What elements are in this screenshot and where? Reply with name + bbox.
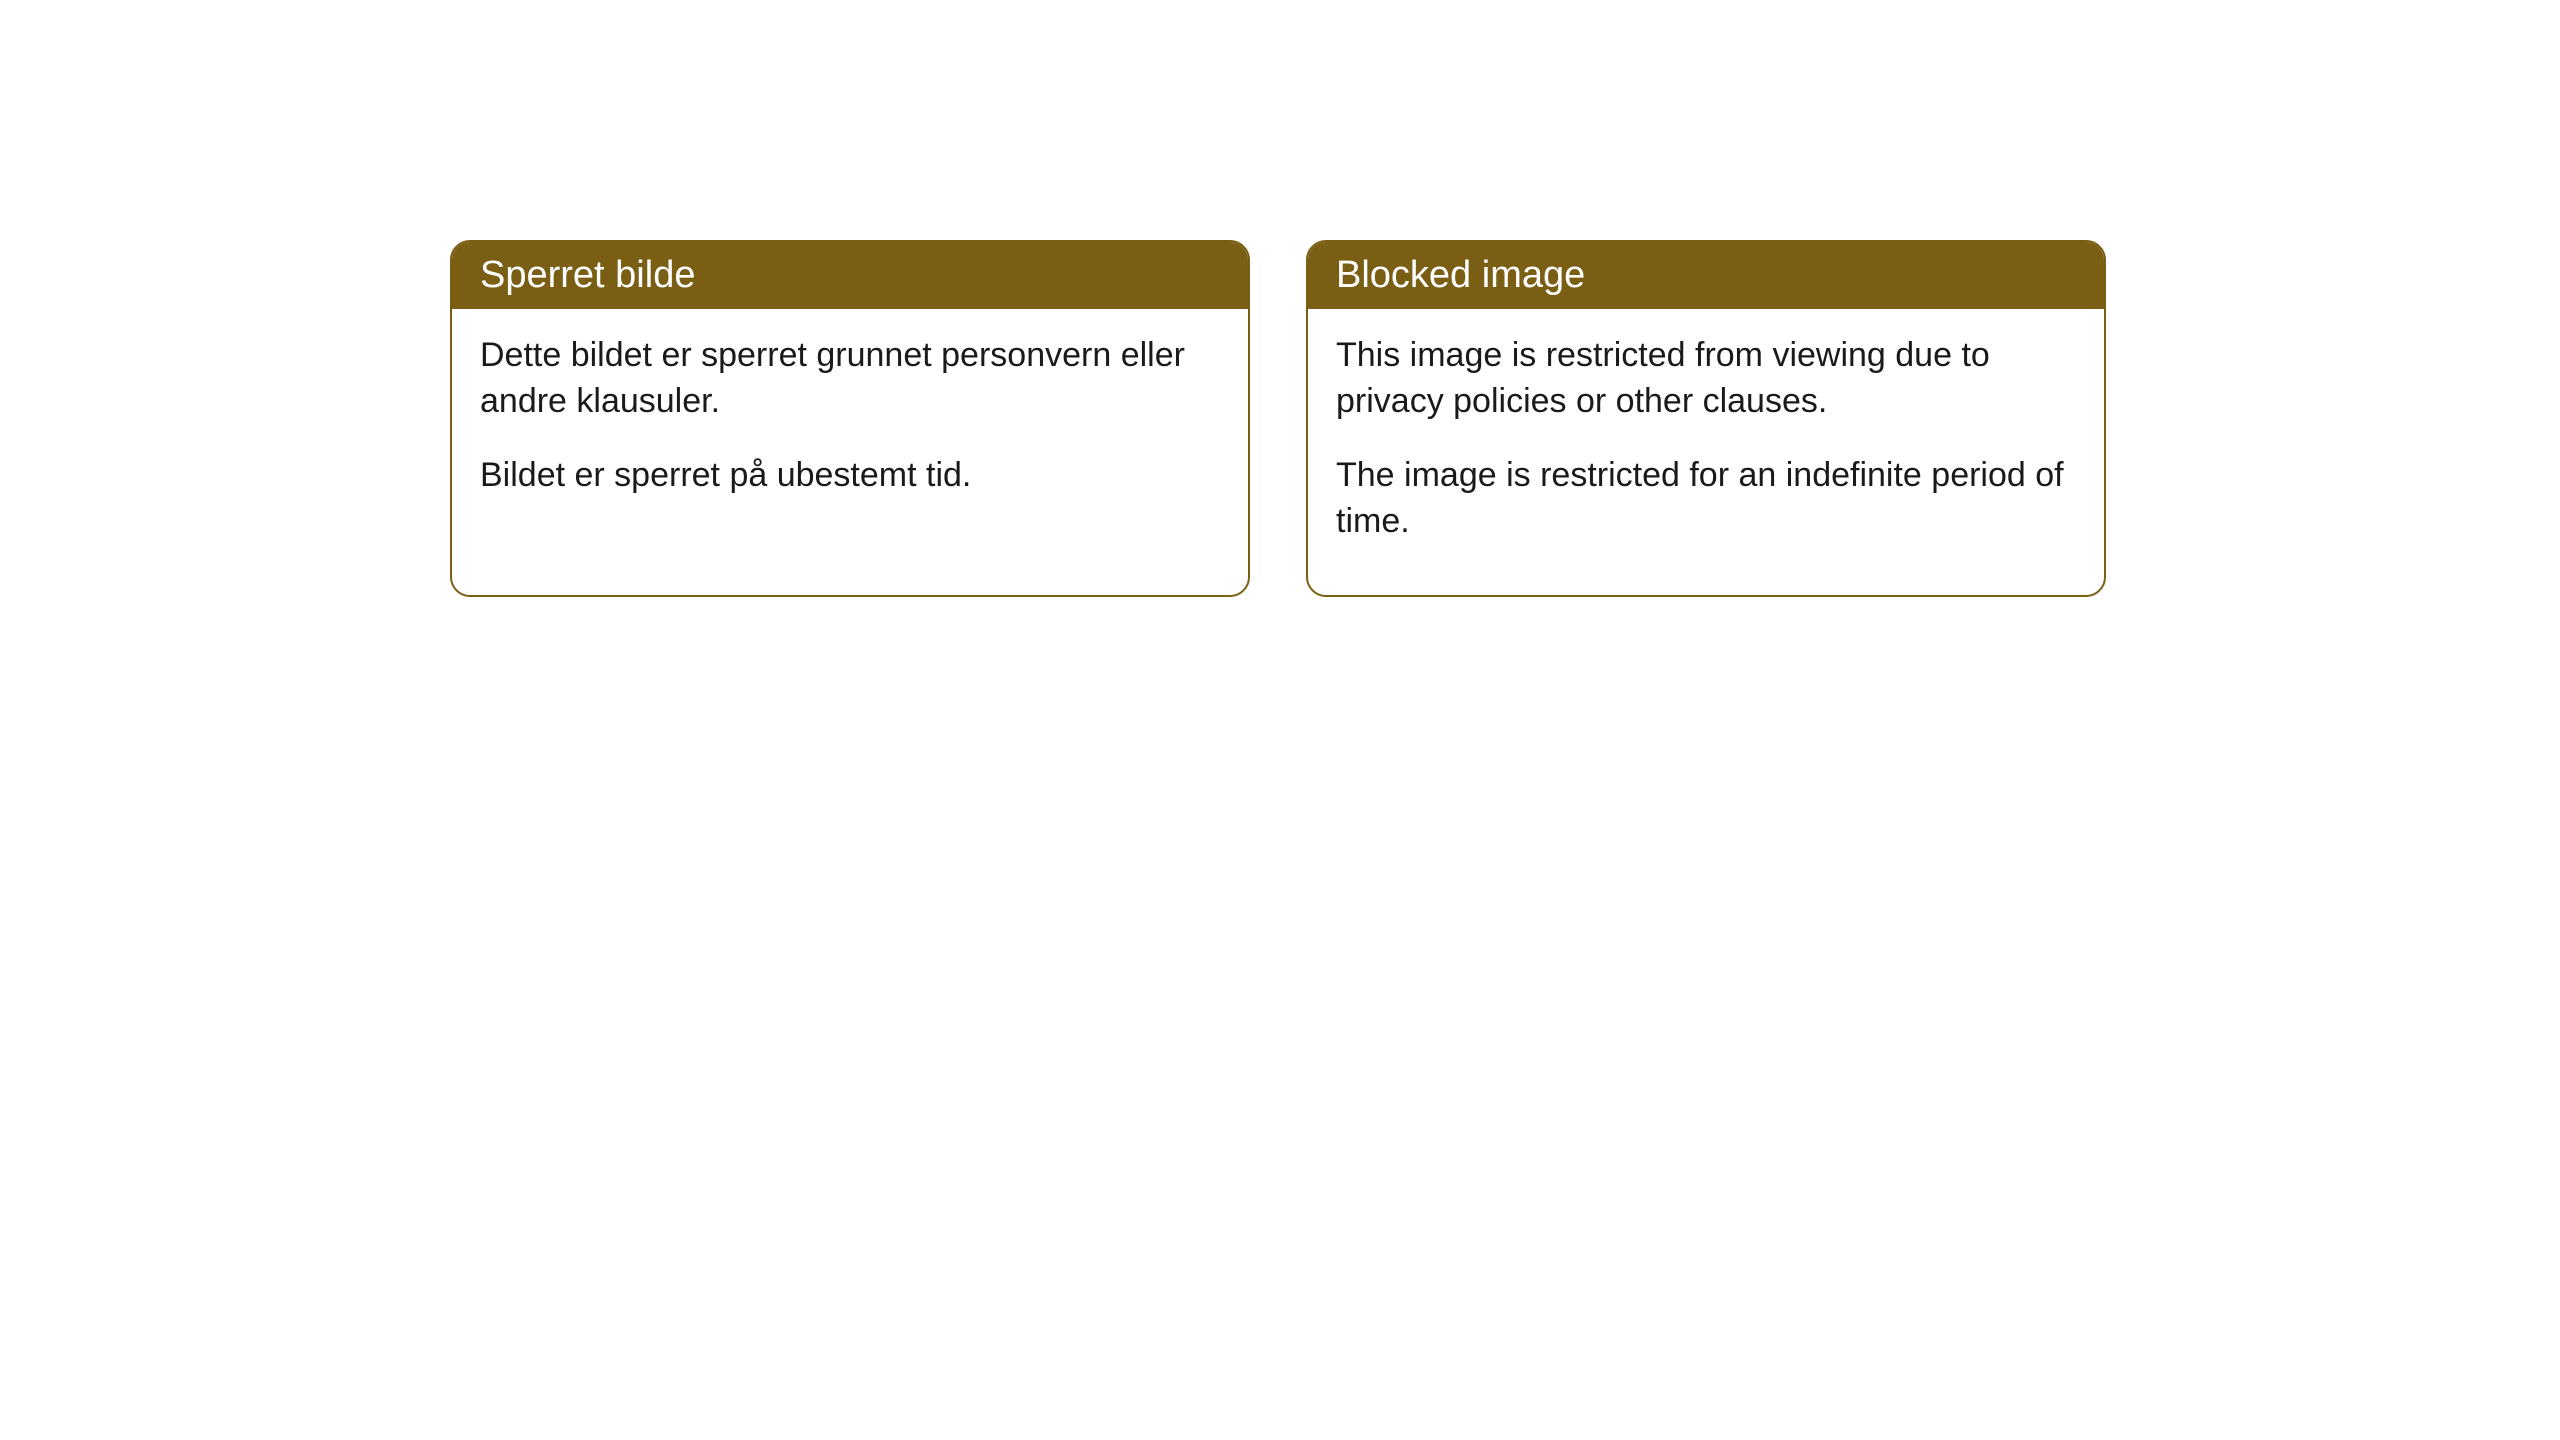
notice-card-english: Blocked image This image is restricted f…	[1306, 240, 2106, 597]
notice-text-reason: Dette bildet er sperret grunnet personve…	[480, 333, 1220, 425]
notice-text-reason: This image is restricted from viewing du…	[1336, 333, 2076, 425]
card-body: Dette bildet er sperret grunnet personve…	[452, 309, 1248, 549]
notice-text-duration: The image is restricted for an indefinit…	[1336, 453, 2076, 545]
card-body: This image is restricted from viewing du…	[1308, 309, 2104, 595]
notice-container: Sperret bilde Dette bildet er sperret gr…	[0, 0, 2560, 597]
notice-text-duration: Bildet er sperret på ubestemt tid.	[480, 453, 1220, 499]
card-header: Sperret bilde	[452, 242, 1248, 309]
notice-card-norwegian: Sperret bilde Dette bildet er sperret gr…	[450, 240, 1250, 597]
card-header: Blocked image	[1308, 242, 2104, 309]
